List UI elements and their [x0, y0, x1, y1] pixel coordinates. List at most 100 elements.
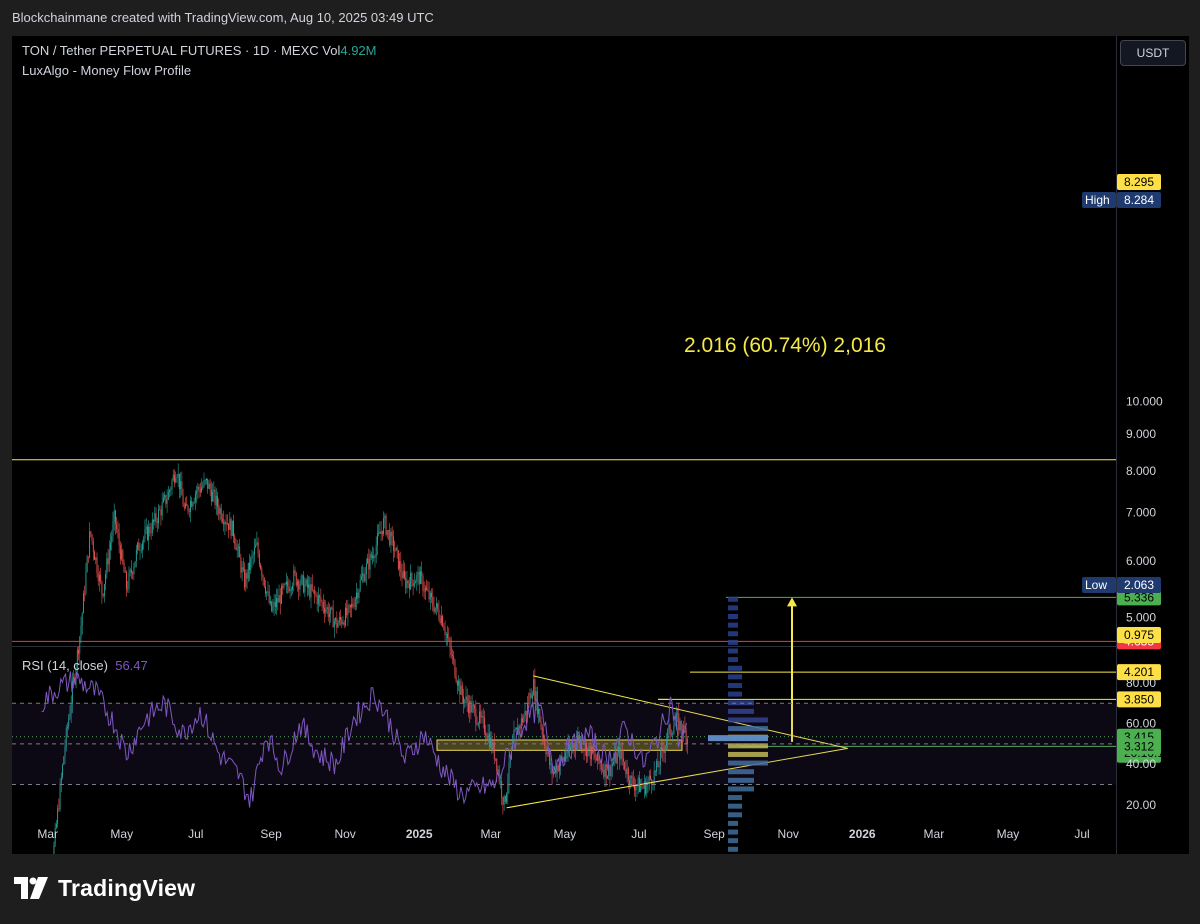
chart-area[interactable]	[12, 36, 1116, 854]
candle-body-111	[177, 473, 179, 478]
price-scale[interactable]	[1116, 36, 1189, 854]
candle-body-163	[241, 567, 243, 573]
candle-body-327	[443, 626, 445, 630]
candle-body-117	[185, 503, 186, 508]
candle-body-508	[666, 740, 667, 747]
rsi-value: 56.47	[115, 658, 148, 673]
candle-body-262	[363, 573, 365, 582]
candle-body-106	[171, 480, 173, 490]
candle-body-344	[464, 699, 466, 704]
candle-body-238	[333, 621, 335, 628]
profile-row	[728, 777, 754, 783]
candle-body-405	[539, 709, 541, 722]
candle-body-390	[520, 718, 522, 729]
candle-body-356	[479, 711, 480, 724]
candle-body-39	[89, 531, 91, 558]
candle-body-360	[483, 717, 485, 733]
candle-body-392	[523, 716, 525, 723]
candle-body-180	[262, 575, 264, 578]
candle-body-290	[397, 550, 399, 569]
candle-body-500	[656, 761, 658, 772]
candle-body-152	[228, 523, 230, 530]
candle-body-220	[311, 584, 313, 590]
candle-body-432	[572, 745, 574, 749]
candle-body-137	[209, 483, 211, 491]
candle-body-244	[341, 619, 343, 624]
candle-body-101	[165, 495, 167, 504]
candle-body-462	[609, 765, 611, 776]
candle-body-113	[180, 481, 182, 490]
currency-button[interactable]: USDT	[1120, 40, 1186, 66]
tradingview-logo[interactable]: TradingView	[14, 874, 195, 902]
x-tick-2: Jul	[188, 827, 203, 841]
candle-body-292	[400, 561, 402, 573]
candle-body-494	[648, 775, 650, 781]
candle-body-222	[314, 589, 316, 595]
candle-body-275	[379, 532, 381, 534]
candle-body-66	[122, 550, 124, 563]
candle-body-312	[424, 587, 426, 592]
candle-body-303	[413, 583, 415, 587]
candle-body-502	[658, 765, 660, 768]
candle-body-226	[319, 595, 321, 598]
candle-body-150	[225, 522, 227, 525]
candle-body-501	[657, 761, 659, 768]
candle-body-83	[143, 538, 145, 543]
candle-body-314	[427, 589, 429, 591]
high-value-label-bg	[1117, 192, 1161, 208]
x-tick-4: Nov	[334, 827, 355, 841]
candle-body-515	[674, 722, 676, 727]
profile-row	[728, 717, 768, 723]
candle-body-23	[69, 713, 71, 719]
candle-body-330	[447, 634, 448, 638]
candle-body-231	[325, 609, 327, 613]
candle-body-279	[384, 515, 386, 519]
low-value-label-bg	[1117, 577, 1161, 593]
candle-body-240	[336, 618, 338, 628]
candle-body-148	[223, 521, 225, 525]
candle-body-29	[76, 649, 78, 669]
candle-body-32	[80, 625, 82, 637]
candle-body-223	[315, 594, 317, 596]
candle-body-281	[386, 530, 388, 535]
triangle-lower-line	[506, 747, 848, 809]
candle-body-243	[340, 616, 341, 620]
profile-row	[728, 631, 738, 637]
candle-body-516	[675, 713, 677, 723]
candle-body-338	[456, 681, 458, 686]
candle-body-309	[421, 571, 423, 576]
candle-body-408	[543, 735, 544, 739]
profile-row	[728, 838, 738, 844]
candle-body-471	[620, 749, 622, 760]
candle-body-140	[213, 489, 215, 492]
candle-body-129	[199, 489, 201, 493]
candle-body-413	[549, 753, 551, 765]
candle-body-130	[201, 487, 202, 493]
candle-body-430	[570, 747, 571, 750]
symbol-title: TON / Tether PERPETUAL FUTURES · 1D · ME…	[22, 43, 377, 58]
candle-body-179	[261, 568, 263, 576]
candle-body-90	[151, 520, 153, 533]
candle-body-442	[584, 742, 586, 750]
candle-body-424	[562, 757, 564, 761]
candle-body-380	[508, 762, 510, 784]
candle-body-108	[174, 474, 175, 483]
candle-body-316	[429, 592, 431, 600]
rsi-line	[41, 671, 687, 808]
candle-body-201	[288, 586, 290, 592]
profile-row	[728, 803, 742, 809]
candle-body-483	[635, 787, 637, 791]
candle-body-289	[396, 547, 398, 551]
candle-body-182	[265, 586, 266, 594]
candle-body-86	[146, 526, 148, 540]
candle-body-296	[405, 577, 407, 589]
candle-body-126	[196, 491, 198, 494]
candle-body-58	[112, 521, 114, 536]
candle-body-308	[420, 571, 421, 584]
candle-body-209	[298, 581, 300, 590]
candle-body-80	[139, 550, 141, 551]
candle-body-44	[95, 557, 97, 560]
candle-body-305	[416, 574, 418, 582]
candle-body-425	[563, 757, 565, 761]
candle-body-453	[598, 752, 600, 762]
